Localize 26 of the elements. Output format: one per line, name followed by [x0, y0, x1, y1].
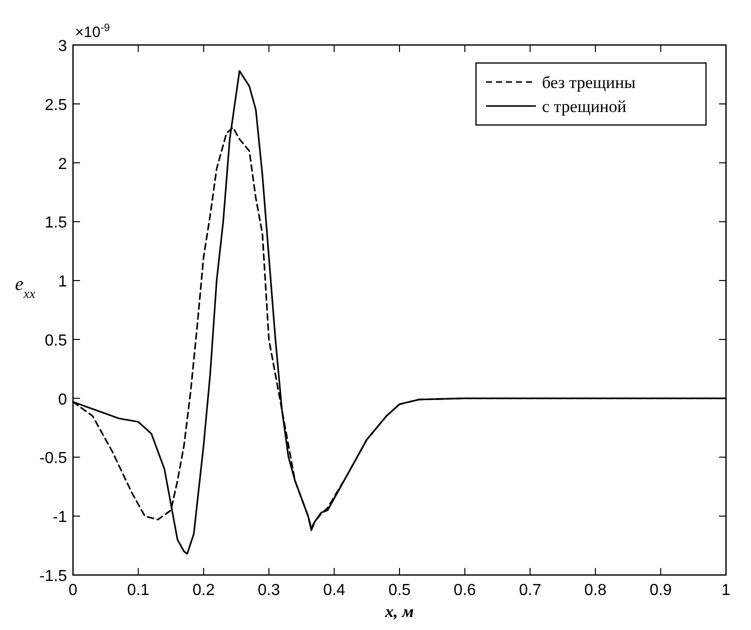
x-tick-label: 0.4: [323, 582, 346, 599]
x-tick-label: 0.1: [127, 582, 150, 599]
x-tick-label: 0.5: [388, 582, 411, 599]
y-tick-label: 2: [58, 156, 68, 173]
x-tick-label: 0.7: [518, 582, 542, 599]
x-tick-label: 0.3: [258, 582, 280, 599]
legend-label: с трещиной: [542, 97, 626, 116]
y-tick-label: -0.5: [39, 450, 68, 468]
x-tick-label: 0: [68, 582, 78, 599]
y-axis-title: e$_{xx}$: [15, 274, 36, 300]
y-tick-label: 0.5: [44, 332, 68, 350]
x-tick-label: 1: [722, 582, 731, 599]
y-tick-label: 2.5: [44, 96, 68, 114]
x-tick-label: 0.2: [192, 582, 215, 599]
x-axis-title: x, м: [384, 602, 414, 621]
y-tick-label: 0: [58, 391, 68, 408]
y-tick-label: 3: [58, 38, 68, 55]
x-tick-label: 0.8: [584, 582, 607, 599]
y-tick-label: 1: [58, 274, 68, 291]
x-tick-label: 0.9: [650, 582, 672, 599]
y-tick-label: -1.5: [39, 568, 68, 585]
legend-label: без трещины: [542, 73, 636, 92]
y-tick-label: 1.5: [44, 214, 68, 232]
text: ×10$^{-9}$: [75, 22, 110, 41]
y-tick-label: -1: [52, 509, 68, 526]
x-tick-label: 0.6: [454, 582, 476, 599]
